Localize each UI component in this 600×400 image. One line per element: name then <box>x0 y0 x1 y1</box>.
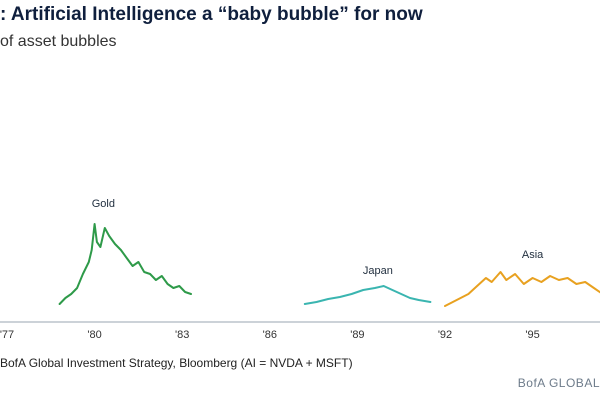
series-line-japan <box>303 285 432 305</box>
series-line-asia <box>444 271 600 307</box>
series-label-asia: Asia <box>522 249 544 261</box>
x-tick-label: '77 <box>0 329 14 341</box>
x-tick-label: '89 <box>350 329 364 341</box>
chart-subtitle: of asset bubbles <box>0 33 117 50</box>
brand-label: BofA GLOBAL <box>517 376 600 390</box>
series-label-gold: Gold <box>92 198 115 210</box>
x-tick-label: '92 <box>438 329 452 341</box>
chart-title: : Artificial Intelligence a “baby bubble… <box>0 4 423 25</box>
series-label-japan: Japan <box>363 265 393 277</box>
x-tick-label: '83 <box>175 329 189 341</box>
x-tick-label: '86 <box>263 329 277 341</box>
x-tick-label: '80 <box>87 329 101 341</box>
x-tick-label: '95 <box>525 329 539 341</box>
series-line-gold <box>58 223 192 305</box>
source-note: BofA Global Investment Strategy, Bloombe… <box>0 356 353 370</box>
